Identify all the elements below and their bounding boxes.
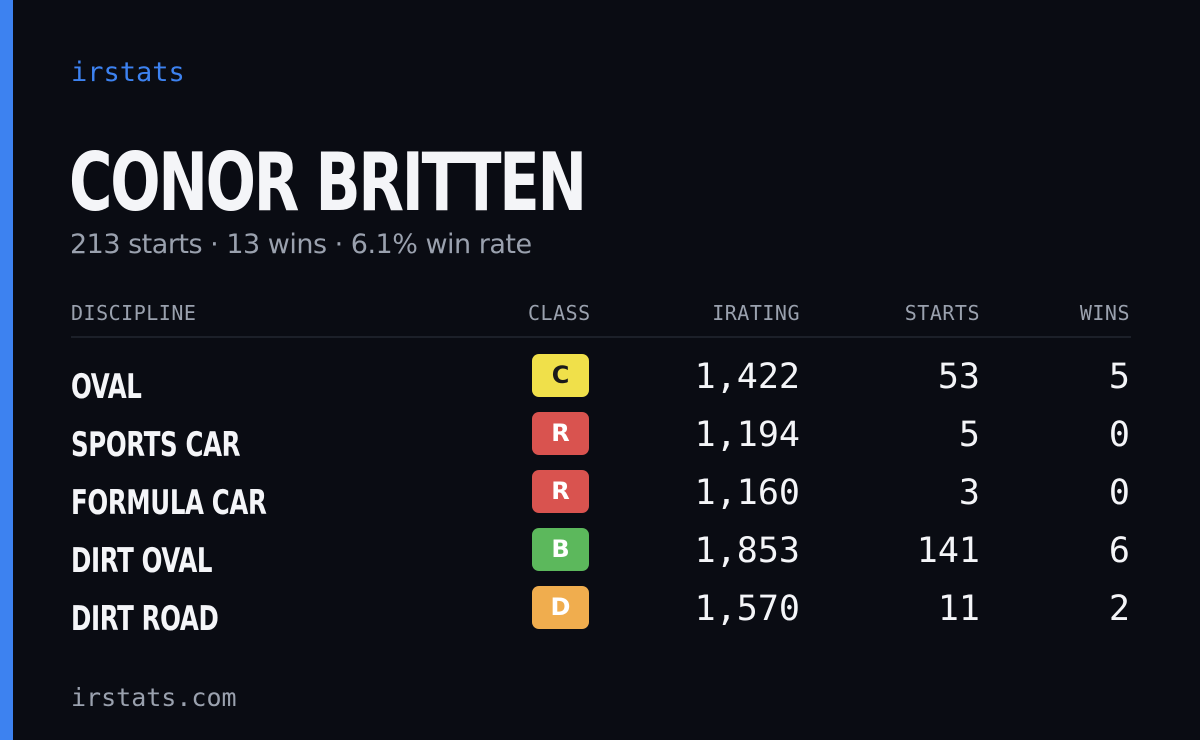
brand-logo-text: irstats bbox=[71, 57, 185, 88]
header-starts: STARTS bbox=[904, 301, 980, 325]
table-row: DIRT OVAL B 1,853 141 6 bbox=[71, 528, 1131, 586]
row-starts: 5 bbox=[958, 415, 980, 455]
accent-bar bbox=[0, 0, 13, 740]
row-irating: 1,853 bbox=[694, 531, 800, 571]
table-row: SPORTS CAR R 1,194 5 0 bbox=[71, 412, 1131, 470]
header-discipline: DISCIPLINE bbox=[71, 301, 197, 325]
table-row: FORMULA CAR R 1,160 3 0 bbox=[71, 470, 1131, 528]
row-starts: 3 bbox=[958, 473, 980, 513]
row-discipline: OVAL bbox=[71, 367, 142, 407]
row-wins: 0 bbox=[1108, 415, 1130, 455]
header-class: CLASS bbox=[528, 301, 591, 325]
row-wins: 0 bbox=[1108, 473, 1130, 513]
row-starts: 53 bbox=[937, 357, 980, 397]
row-discipline: SPORTS CAR bbox=[71, 425, 241, 465]
license-class-badge: D bbox=[532, 586, 589, 629]
row-irating: 1,194 bbox=[694, 415, 800, 455]
table-header-row: DISCIPLINE CLASS IRATING STARTS WINS bbox=[71, 298, 1131, 338]
row-discipline: FORMULA CAR bbox=[71, 483, 267, 523]
row-irating: 1,422 bbox=[694, 357, 800, 397]
row-starts: 141 bbox=[916, 531, 980, 571]
header-wins: WINS bbox=[1079, 301, 1130, 325]
row-wins: 5 bbox=[1108, 357, 1130, 397]
row-wins: 2 bbox=[1108, 589, 1130, 629]
discipline-stats-table: DISCIPLINE CLASS IRATING STARTS WINS OVA… bbox=[71, 298, 1131, 644]
row-irating: 1,160 bbox=[694, 473, 800, 513]
license-class-badge: C bbox=[532, 354, 589, 397]
license-class-badge: R bbox=[532, 412, 589, 455]
table-body: OVAL C 1,422 53 5 SPORTS CAR R 1,194 5 0… bbox=[71, 338, 1131, 644]
license-class-badge: B bbox=[532, 528, 589, 571]
header-irating: IRATING bbox=[712, 301, 800, 325]
table-row: OVAL C 1,422 53 5 bbox=[71, 354, 1131, 412]
row-discipline: DIRT OVAL bbox=[71, 541, 213, 581]
player-name: CONOR BRITTEN bbox=[69, 136, 587, 229]
license-class-badge: R bbox=[532, 470, 589, 513]
row-wins: 6 bbox=[1108, 531, 1130, 571]
table-row: DIRT ROAD D 1,570 11 2 bbox=[71, 586, 1131, 644]
row-starts: 11 bbox=[937, 589, 980, 629]
row-irating: 1,570 bbox=[694, 589, 800, 629]
footer-url: irstats.com bbox=[71, 683, 237, 712]
row-discipline: DIRT ROAD bbox=[71, 599, 219, 639]
player-summary: 213 starts · 13 wins · 6.1% win rate bbox=[70, 229, 532, 260]
